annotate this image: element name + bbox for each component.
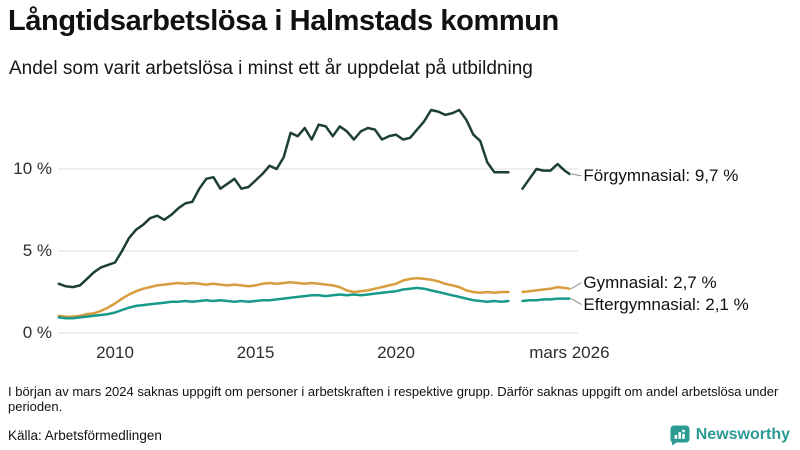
x-axis-tick-label: 2015 bbox=[236, 343, 275, 362]
label-connector-gymnasial bbox=[571, 282, 582, 290]
newsworthy-logo[interactable]: Newsworthy bbox=[669, 424, 790, 446]
series-line-gymnasial bbox=[57, 276, 571, 318]
newsworthy-wordmark: Newsworthy bbox=[695, 426, 790, 443]
x-axis-tick-label: 2010 bbox=[96, 343, 134, 362]
series-label-forgymnasial: Förgymnasial: 9,7 % bbox=[583, 165, 739, 185]
source-text: Källa: Arbetsförmedlingen bbox=[8, 428, 162, 443]
y-axis-tick-label: 0 % bbox=[22, 323, 52, 342]
series-label-gymnasial: Gymnasial: 2,7 % bbox=[583, 272, 717, 292]
label-connector-eftergymnasial bbox=[571, 298, 582, 305]
x-axis-tick-label: 2020 bbox=[377, 343, 415, 362]
label-connector-forgymnasial bbox=[571, 173, 582, 177]
y-axis-tick-label: 10 % bbox=[13, 159, 52, 178]
series-label-eftergymnasial: Eftergymnasial: 2,1 % bbox=[583, 294, 749, 314]
page-title: Långtidsarbetslösa i Halmstads kommun bbox=[8, 5, 559, 37]
x-axis-tick-label: mars 2026 bbox=[529, 343, 610, 362]
footnote-text: I början av mars 2024 saknas uppgift om … bbox=[8, 384, 779, 414]
series-line-forgymnasial bbox=[57, 108, 571, 289]
series-line-eftergymnasial bbox=[57, 286, 571, 320]
y-axis-tick-label: 5 % bbox=[22, 241, 52, 260]
newsworthy-bubble-icon bbox=[670, 425, 690, 446]
chart-subtitle: Andel som varit arbetslösa i minst ett å… bbox=[9, 58, 533, 79]
